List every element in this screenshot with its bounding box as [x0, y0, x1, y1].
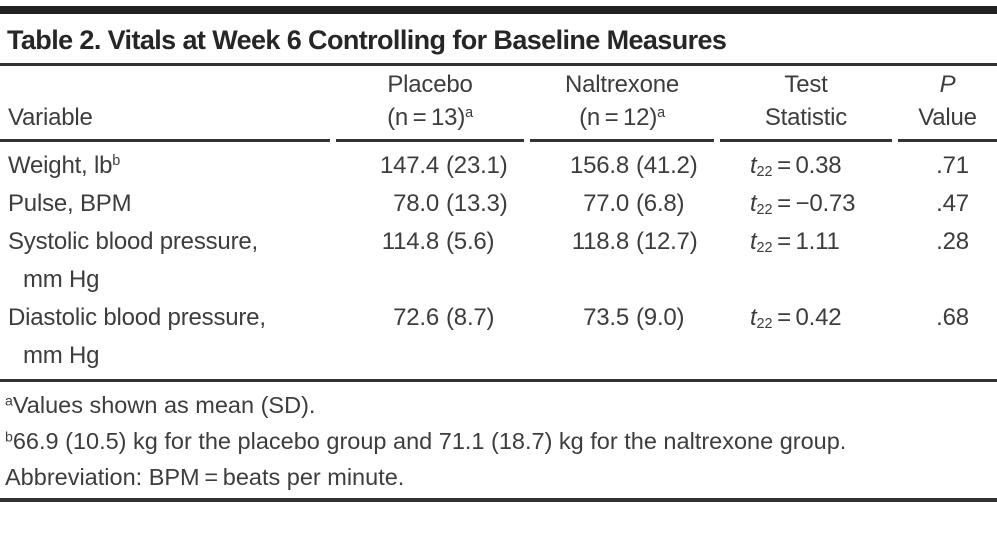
naltrexone-value-cell: 73.5 (9.0) [583, 304, 685, 331]
p-value-cell: .71 [936, 152, 969, 179]
table-row: Pulse, BPM 78.0 (13.3) 77.0 (6.8) t22 = −0… [0, 185, 997, 223]
footnote-rule [0, 379, 997, 382]
col-header-p-value: P Value [898, 66, 997, 142]
footnote-abbreviation: Abbreviation: BPM = beats per minute. [5, 459, 997, 495]
placebo-value-cell: 114.8 (5.6) [381, 228, 495, 255]
test-statistic-cell: t22 = −0.73 [750, 190, 856, 219]
p-value-cell: .28 [936, 228, 969, 255]
footnote-marker-b: b [112, 153, 121, 170]
header-row: Variable Placebo (n = 13)a Naltrexone (n… [0, 66, 997, 142]
footnote-a-text: Values shown as mean (SD). [12, 392, 316, 418]
col-header-variable: Variable [0, 66, 330, 142]
placebo-value-cell: 147.4 (23.1) [379, 152, 508, 179]
naltrexone-value-cell: 77.0 (6.8) [583, 190, 685, 217]
test-statistic-cell: t22 = 1.11 [750, 228, 840, 257]
footnote-a: aValues shown as mean (SD). [5, 387, 997, 423]
table-row: Systolic blood pressure, mm Hg 114.8 (5.6)… [0, 223, 997, 299]
naltrexone-value-cell: 118.8 (12.7) [571, 228, 698, 255]
test-statistic-cell: t22 = 0.42 [750, 304, 842, 333]
variable-cell: Pulse, BPM [8, 190, 132, 217]
col-header-variable-label: Variable [8, 104, 93, 131]
footnote-b-marker: b [5, 428, 13, 445]
footnote-marker-a: a [465, 105, 473, 122]
footnote-a-marker: a [5, 392, 13, 409]
title-rule [0, 63, 997, 66]
footnote-b-text: 66.9 (10.5) kg for the placebo group and… [12, 428, 847, 454]
footnote-marker-a: a [657, 105, 665, 122]
col-header-placebo-line1: Placebo [387, 71, 473, 98]
table-title: Table 2. Vitals at Week 6 Controlling fo… [7, 25, 727, 55]
naltrexone-value-cell: 156.8 (41.2) [569, 152, 698, 179]
footnotes: aValues shown as mean (SD). b66.9 (10.5)… [0, 382, 997, 495]
col-header-placebo-line2: (n = 13)a [387, 104, 473, 131]
col-header-p-line2: Value [918, 104, 977, 131]
placebo-value-cell: 72.6 (8.7) [393, 304, 495, 331]
placebo-value-cell: 78.0 (13.3) [393, 190, 508, 217]
footnote-abbreviation-text: Abbreviation: BPM = beats per minute. [5, 464, 405, 490]
variable-cell: Systolic blood pressure, mm Hg [8, 228, 258, 293]
table-row: Diastolic blood pressure, mm Hg 72.6 (8.7)… [0, 299, 997, 379]
col-header-p-line1: P [939, 71, 956, 98]
col-header-naltrexone: Naltrexone (n = 12)a [530, 66, 714, 142]
col-header-test-line1: Test [784, 71, 828, 98]
variable-cell: Diastolic blood pressure, mm Hg [8, 304, 266, 369]
col-header-naltrexone-line1: Naltrexone [564, 71, 680, 98]
footnote-b: b66.9 (10.5) kg for the placebo group an… [5, 423, 926, 459]
test-statistic-cell: t22 = 0.38 [750, 152, 842, 181]
p-value-cell: .68 [936, 304, 969, 331]
col-header-naltrexone-line2: (n = 12)a [579, 104, 665, 131]
variable-cell: Weight, lbb [8, 152, 121, 179]
vitals-table: Variable Placebo (n = 13)a Naltrexone (n… [0, 66, 997, 379]
top-bar-rule [0, 6, 997, 14]
p-value-cell: .47 [936, 190, 969, 217]
bottom-rule [0, 498, 997, 502]
col-header-test-line2: Statistic [764, 104, 848, 131]
col-header-placebo: Placebo (n = 13)a [336, 66, 524, 142]
table-row: Weight, lbb 147.4 (23.1) 156.8 (41.2) t22 … [0, 142, 997, 185]
col-header-test-statistic: Test Statistic [720, 66, 892, 142]
